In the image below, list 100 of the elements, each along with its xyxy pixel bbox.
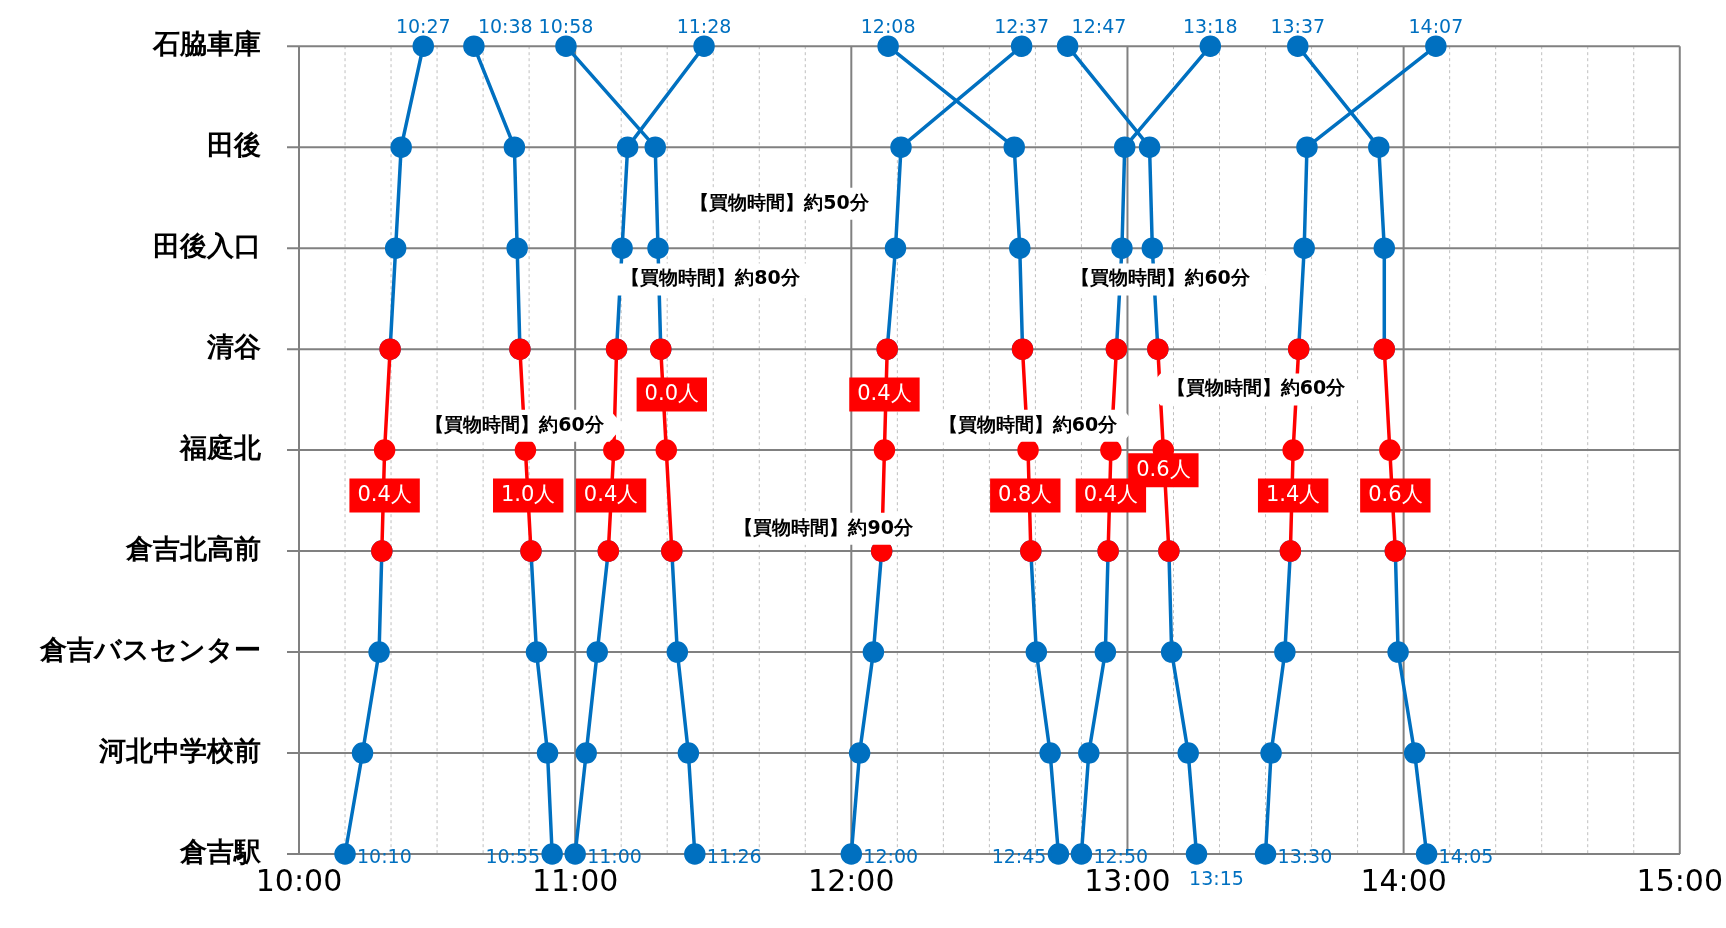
point: [390, 136, 412, 158]
point: [1070, 843, 1093, 865]
y-tick-label: 河北中学校前: [98, 735, 261, 767]
point: [1025, 641, 1048, 663]
point: [1296, 136, 1318, 158]
point: [564, 843, 586, 865]
point: [536, 742, 559, 764]
point: [877, 35, 899, 57]
annotation: 0.4人: [1083, 481, 1139, 506]
point: [840, 843, 863, 865]
point: [848, 742, 871, 764]
point: [1282, 439, 1304, 461]
point: [693, 35, 715, 57]
point: [862, 641, 885, 663]
point: [1403, 742, 1426, 764]
annotation: 【買物時間】約50分: [690, 190, 870, 213]
point: [368, 641, 390, 663]
annotation: 0.4人: [357, 481, 412, 506]
data-label: 12:37: [994, 15, 1049, 38]
y-tick-label: 倉吉駅: [179, 836, 262, 868]
annotation: 0.8人: [998, 481, 1053, 506]
point: [1185, 843, 1208, 865]
point: [611, 237, 633, 259]
point: [1003, 136, 1025, 158]
point: [506, 237, 528, 259]
annotation: 【買物時間】約60分: [425, 412, 605, 435]
data-label: 13:37: [1270, 15, 1326, 38]
point: [575, 742, 597, 764]
point: [555, 35, 577, 57]
annotation: 【買物時間】約60分: [1071, 266, 1251, 289]
annotation: 【買物時間】約60分: [938, 412, 1119, 435]
point: [1138, 136, 1161, 158]
point: [873, 439, 896, 461]
point: [463, 35, 485, 57]
data-label: 12:45: [991, 844, 1047, 867]
data-label: 10:10: [357, 844, 412, 867]
point: [1113, 136, 1136, 158]
data-label: 13:18: [1182, 15, 1238, 38]
point: [503, 136, 526, 158]
point: [684, 843, 706, 865]
y-tick-label: 田後: [207, 129, 261, 161]
point: [1010, 35, 1033, 57]
point: [1379, 439, 1401, 461]
point: [1160, 641, 1183, 663]
point: [884, 237, 907, 259]
y-tick-label: 田後入口: [153, 230, 261, 262]
data-label: 13:15: [1189, 866, 1244, 889]
data-label: 12:47: [1071, 15, 1127, 38]
point: [514, 439, 537, 461]
data-label: 10:27: [395, 15, 451, 38]
data-label: 11:26: [706, 844, 762, 867]
y-tick-label: 清谷: [206, 331, 261, 363]
y-tick-label: 福庭北: [178, 432, 262, 464]
point: [1100, 439, 1122, 461]
point: [586, 641, 608, 663]
point: [1017, 439, 1039, 461]
point: [1425, 35, 1447, 57]
point: [334, 843, 356, 865]
point: [1056, 35, 1079, 57]
point: [1078, 742, 1100, 764]
point: [1111, 237, 1133, 259]
annotation: 1.4人: [1265, 481, 1321, 506]
point: [412, 35, 435, 57]
point: [1293, 237, 1315, 259]
point: [603, 439, 625, 461]
point: [1199, 35, 1222, 57]
point: [351, 742, 374, 764]
point: [525, 641, 548, 663]
point: [1274, 641, 1296, 663]
data-label: 10:38: [477, 15, 533, 38]
annotation: 0.4人: [857, 381, 912, 406]
point: [655, 439, 678, 461]
point: [384, 237, 407, 259]
point: [616, 136, 639, 158]
annotation: 【買物時間】約60分: [1166, 376, 1347, 399]
point: [1141, 237, 1164, 259]
point: [666, 641, 689, 663]
data-label: 11:28: [676, 15, 732, 38]
point: [1254, 843, 1277, 865]
annotation: 1.0人: [501, 481, 556, 506]
point: [890, 136, 912, 158]
y-tick-label: 倉吉北高前: [125, 533, 261, 565]
point: [1009, 237, 1031, 259]
y-tick-label: 倉吉バスセンター: [39, 634, 261, 666]
point: [1260, 742, 1282, 764]
annotation: 【買物時間】約80分: [621, 266, 801, 289]
y-tick-label: 石脇車庫: [152, 28, 261, 60]
point: [1047, 843, 1070, 865]
point: [1373, 237, 1396, 259]
point: [644, 136, 666, 158]
point: [1177, 742, 1199, 764]
annotation: 【買物時間】約90分: [734, 515, 914, 538]
point: [1287, 35, 1309, 57]
data-label: 12:08: [860, 15, 916, 38]
annotation: 0.6人: [1368, 481, 1423, 506]
point: [677, 742, 700, 764]
annotation: 0.4人: [583, 481, 639, 506]
data-label: 10:58: [538, 15, 594, 38]
point: [1094, 641, 1117, 663]
point: [1039, 742, 1061, 764]
